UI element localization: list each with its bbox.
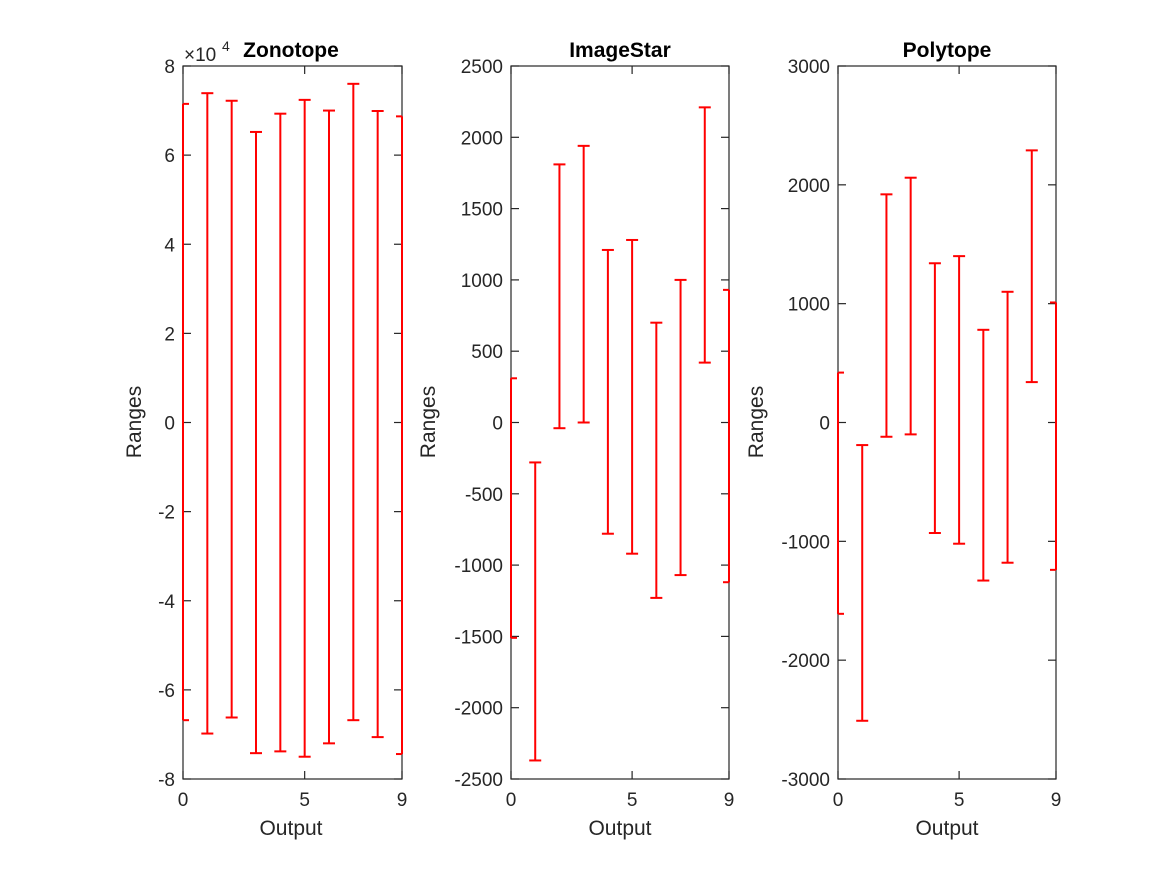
polytope-ytick-label: 0 <box>819 414 830 435</box>
imagestar-ytick-label: -1000 <box>454 556 503 577</box>
zonotope-ytick-label: 2 <box>164 324 175 345</box>
polytope-range-bar-0 <box>837 371 844 615</box>
imagestar-ylabel: Ranges <box>417 386 440 458</box>
imagestar-range-bar-9 <box>723 288 730 584</box>
zonotope-range-bar-5 <box>298 98 311 758</box>
zonotope-xtick-label: 9 <box>397 790 408 811</box>
polytope-ytick-label: 2000 <box>788 176 830 197</box>
polytope-xtick-label: 9 <box>1051 790 1062 811</box>
zonotope-exponent-label: ×10 4 <box>184 38 230 66</box>
imagestar-ytick-label: 1500 <box>461 200 503 221</box>
polytope-ytick-label: -1000 <box>781 532 830 553</box>
zonotope-title: Zonotope <box>243 39 339 62</box>
polytope-ytick-label: -3000 <box>781 770 830 791</box>
imagestar-ytick-label: -1500 <box>454 627 503 648</box>
polytope-xtick-label: 5 <box>954 790 965 811</box>
imagestar-range-bar-8 <box>698 106 711 364</box>
imagestar-xtick-label: 5 <box>627 790 638 811</box>
zonotope-exponent-base: ×10 <box>184 45 216 66</box>
imagestar-range-bar-1 <box>529 461 542 762</box>
imagestar-ytick-label: -2500 <box>454 770 503 791</box>
zonotope-range-bar-9 <box>396 115 403 756</box>
zonotope-range-bar-2 <box>225 99 238 719</box>
imagestar-ytick-label: 0 <box>492 414 503 435</box>
zonotope-ytick-label: -4 <box>158 592 175 613</box>
imagestar-ytick-label: -500 <box>465 485 503 506</box>
polytope-range-bar-9 <box>1050 301 1057 571</box>
polytope-plot-area: -3000 -2000 -1000 0 1000 2000 3000 0 5 9 <box>781 57 1061 811</box>
zonotope-range-bar-6 <box>323 109 335 745</box>
polytope-ytick-label: 1000 <box>788 295 830 316</box>
imagestar-range-bar-5 <box>626 238 639 555</box>
polytope-xtick-label: 0 <box>833 790 844 811</box>
imagestar-ytick-label: 1000 <box>461 271 503 292</box>
zonotope-ytick-label: -6 <box>158 681 175 702</box>
zonotope-xtick-label: 5 <box>299 790 310 811</box>
zonotope-ylabel: Ranges <box>123 386 146 458</box>
zonotope-range-bar-1 <box>201 92 214 735</box>
imagestar-ytick-label: 2500 <box>461 57 503 78</box>
polytope-range-bar-1 <box>856 444 869 722</box>
polytope-ytick-label: -2000 <box>781 651 830 672</box>
zonotope-range-bar-8 <box>371 110 384 739</box>
zonotope-range-bar-4 <box>274 112 287 753</box>
zonotope-ytick-label: -2 <box>158 503 175 524</box>
imagestar-xlabel: Output <box>588 817 651 840</box>
polytope-title: Polytope <box>903 39 992 62</box>
polytope-xlabel: Output <box>915 817 978 840</box>
zonotope-ytick-label: -8 <box>158 770 175 791</box>
polytope-range-bar-3 <box>904 176 917 436</box>
zonotope-ytick-label: 4 <box>164 235 175 256</box>
zonotope-xtick-label: 0 <box>178 790 189 811</box>
zonotope-exponent-value: 4 <box>222 38 230 54</box>
zonotope-panel: -8 -6 -4 -2 0 2 4 6 8 0 5 9 Zonotope ×10 4 Ranges O… <box>123 38 407 840</box>
imagestar-title: ImageStar <box>569 39 671 62</box>
polytope-panel: -3000 -2000 -1000 0 1000 2000 3000 0 5 9 Polytope… <box>745 39 1061 840</box>
zonotope-ytick-label: 0 <box>164 414 175 435</box>
zonotope-xlabel: Output <box>259 817 322 840</box>
imagestar-ytick-label: 2000 <box>461 128 503 149</box>
imagestar-range-bar-6 <box>650 321 663 599</box>
imagestar-range-bar-2 <box>553 163 566 430</box>
zonotope-range-bar-3 <box>250 130 262 755</box>
imagestar-panel: -2500 -2000 -1500 -1000 -500 0 500 1000 1500 2000… <box>417 39 734 840</box>
polytope-range-bar-8 <box>1025 149 1038 384</box>
zonotope-plot-area: -8 -6 -4 -2 0 2 4 6 8 0 5 9 <box>158 57 407 811</box>
polytope-range-bar-2 <box>880 193 893 438</box>
imagestar-xtick-label: 0 <box>506 790 517 811</box>
polytope-range-bar-7 <box>1001 290 1014 564</box>
zonotope-ytick-label: 8 <box>164 57 175 78</box>
imagestar-range-bar-3 <box>577 144 590 424</box>
imagestar-ytick-label: -2000 <box>454 699 503 720</box>
polytope-range-bar-4 <box>928 262 941 535</box>
imagestar-range-bar-7 <box>674 278 687 577</box>
zonotope-range-bar-7 <box>347 82 360 722</box>
polytope-range-bar-5 <box>953 255 966 545</box>
polytope-ylabel: Ranges <box>745 386 768 458</box>
imagestar-range-bar-0 <box>510 377 517 639</box>
zonotope-ytick-label: 6 <box>164 146 175 167</box>
polytope-range-bar-6 <box>977 328 990 582</box>
imagestar-plot-area: -2500 -2000 -1500 -1000 -500 0 500 1000 1500 2000… <box>454 57 734 811</box>
imagestar-range-bar-4 <box>601 248 614 535</box>
imagestar-xtick-label: 9 <box>724 790 735 811</box>
polytope-ytick-label: 3000 <box>788 57 830 78</box>
zonotope-range-bar-0 <box>182 102 189 722</box>
imagestar-ytick-label: 500 <box>471 342 503 363</box>
